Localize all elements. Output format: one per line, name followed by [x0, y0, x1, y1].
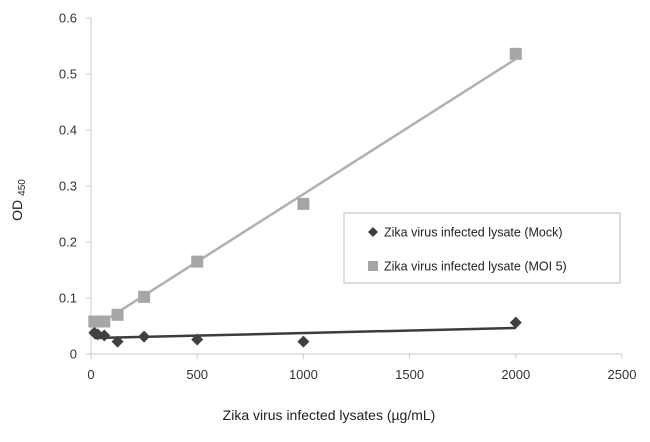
trendline-mock	[94, 326, 516, 340]
data-point-mock	[98, 329, 111, 342]
data-point-moi5	[138, 290, 151, 303]
data-point-mock	[297, 335, 310, 348]
x-tick-label: 2000	[501, 367, 530, 382]
x-tick-label: 1000	[289, 367, 318, 382]
data-points	[88, 47, 522, 348]
x-tick-label: 2500	[608, 367, 637, 382]
legend-label-mock: Zika virus infected lysate (Mock)	[384, 226, 563, 240]
legend: Zika virus infected lysate (Mock) Zika vi…	[343, 212, 621, 284]
legend-box	[343, 212, 621, 284]
y-tick-label: 0.3	[59, 179, 77, 194]
y-tick-label: 0.6	[59, 11, 77, 26]
trendlines	[93, 57, 517, 340]
data-point-mock	[138, 330, 151, 343]
y-axis-title: OD 450	[9, 179, 28, 221]
data-point-moi5	[111, 308, 124, 321]
y-axis-title-subscript: 450	[17, 179, 28, 196]
data-point-mock	[509, 316, 522, 329]
y-tick-label: 0.2	[59, 235, 77, 250]
y-tick-label: 0.5	[59, 67, 77, 82]
legend-marker-moi5	[368, 261, 378, 271]
y-tick-label: 0.4	[59, 123, 77, 138]
data-point-moi5	[509, 47, 522, 60]
x-tick-label: 1500	[395, 367, 424, 382]
legend-label-moi5: Zika virus infected lysate (MOI 5)	[384, 260, 567, 274]
trendline-moi5	[93, 57, 517, 329]
x-axis-title: Zika virus infected lysates (µg/mL)	[223, 407, 436, 423]
legend-items: Zika virus infected lysate (Mock) Zika vi…	[368, 226, 567, 274]
data-point-moi5	[98, 315, 111, 328]
axes	[90, 18, 622, 355]
data-point-moi5	[297, 197, 310, 210]
x-tick-label: 0	[87, 367, 94, 382]
data-point-moi5	[191, 255, 204, 268]
x-tick-label: 500	[186, 367, 208, 382]
y-axis-title-main: OD	[9, 200, 25, 221]
data-point-mock	[111, 335, 124, 348]
y-tick-label: 0	[70, 347, 77, 362]
tick-labels: 0 0.1 0.2 0.3 0.4 0.5 0.6 0 500 1000 1500 2000 2500	[59, 11, 637, 383]
legend-marker-mock	[368, 227, 378, 237]
y-tick-label: 0.1	[59, 291, 77, 306]
data-point-mock	[191, 333, 204, 346]
